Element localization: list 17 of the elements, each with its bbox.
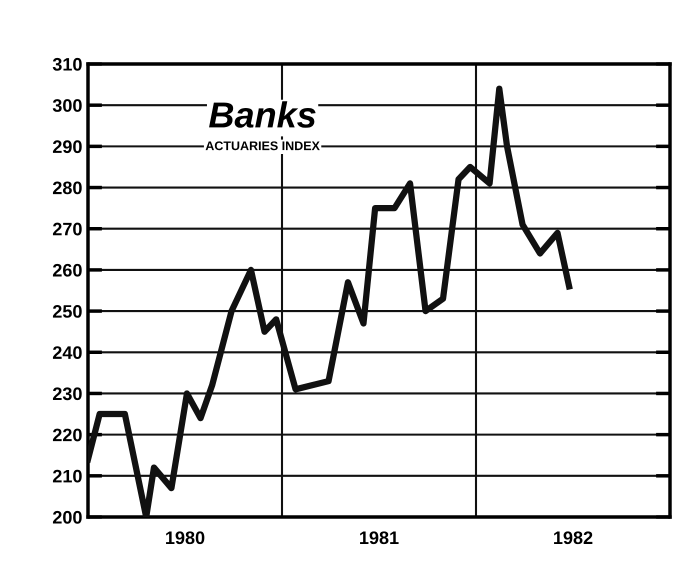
y-tick-label: 220: [52, 428, 82, 442]
y-tick-label: 200: [52, 510, 82, 524]
y-tick-label: 300: [52, 99, 82, 112]
text: ACTUARIES INDEX: [206, 141, 320, 150]
y-tick-label: 290: [52, 140, 82, 154]
x-tick-label: 1982: [554, 531, 592, 544]
x-tick-label: 1981: [360, 531, 399, 544]
y-tick-label: 230: [52, 387, 82, 400]
y-tick-label: 250: [52, 305, 82, 318]
y-tick-label: 240: [52, 346, 82, 359]
y-tick-label: 210: [52, 470, 82, 483]
y-tick-label: 280: [52, 181, 82, 194]
y-tick-label: 310: [52, 58, 82, 71]
x-tick-label: 1980: [166, 531, 204, 544]
text: Banks: [209, 101, 316, 128]
y-tick-label: 260: [52, 264, 82, 277]
y-tick-label: 270: [52, 222, 82, 236]
